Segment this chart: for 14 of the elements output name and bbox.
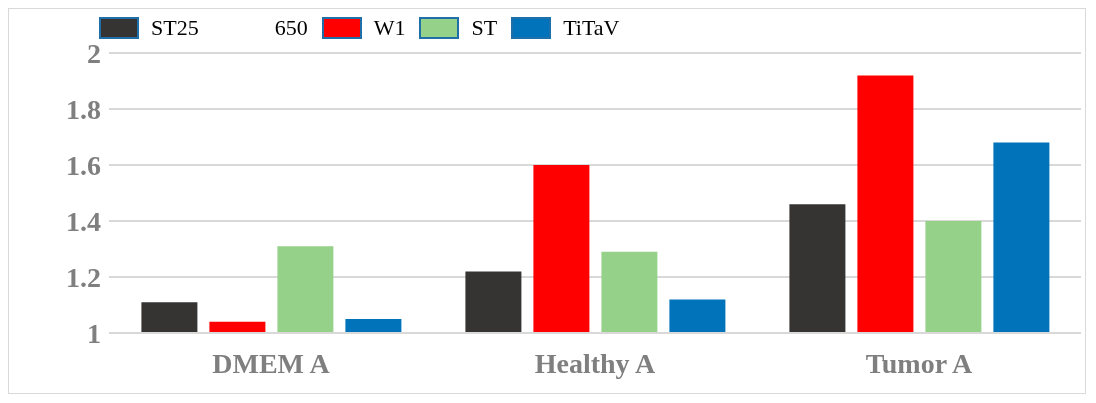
x-tick-label: DMEM A (212, 347, 331, 379)
x-tick-label: Tumor A (865, 347, 974, 379)
y-tick-label: 1.6 (66, 149, 101, 181)
y-tick-label: 2 (87, 37, 101, 69)
text: 650 (274, 15, 308, 41)
x-tick-label: Healthy A (534, 347, 657, 379)
y-tick-label: 1.4 (66, 205, 101, 237)
y-tick-label: 1.8 (66, 93, 101, 125)
y-tick-label: 1 (87, 317, 101, 349)
legend-label: W1 (373, 15, 406, 41)
legend-label: ST25 (151, 15, 199, 41)
legend-label: ST (471, 15, 498, 41)
legend-label: TiTaV (563, 15, 620, 41)
y-tick-label: 1.2 (66, 261, 101, 293)
